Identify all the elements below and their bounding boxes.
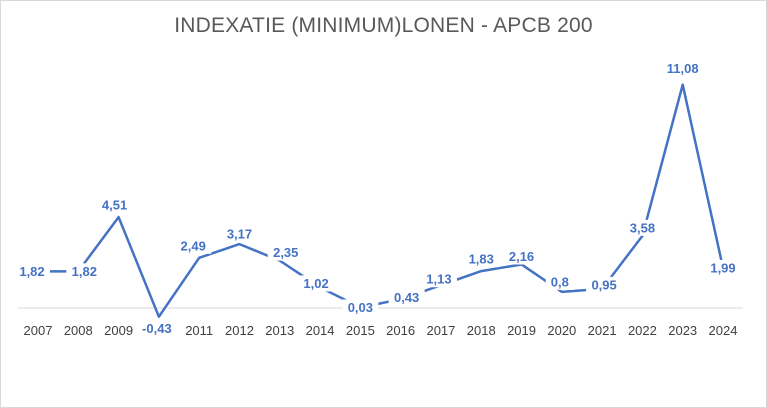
data-label: 11,08	[667, 61, 699, 76]
data-label: 3,58	[630, 220, 655, 235]
data-label: 0,03	[348, 300, 373, 315]
x-tick-label: 2019	[507, 323, 536, 338]
x-tick-label: 2014	[306, 323, 335, 338]
x-tick-label: 2018	[467, 323, 496, 338]
x-tick-label: 2024	[709, 323, 738, 338]
data-label: 0,95	[591, 277, 616, 292]
data-label: 1,82	[19, 264, 44, 279]
data-label: -0,43	[142, 321, 172, 336]
data-label: 3,17	[227, 227, 252, 242]
x-tick-label: 2017	[426, 323, 455, 338]
x-tick-label: 2016	[386, 323, 415, 338]
x-tick-label: 2011	[185, 323, 213, 338]
data-label: 2,35	[273, 245, 298, 260]
data-label: 2,16	[509, 249, 534, 264]
data-label: 4,51	[102, 198, 127, 213]
data-label: 1,02	[303, 276, 328, 291]
data-label: 1,13	[426, 272, 451, 287]
data-label: 2,49	[181, 238, 206, 253]
data-label: 1,99	[710, 260, 735, 275]
x-tick-label: 2009	[104, 323, 133, 338]
x-tick-label: 2023	[668, 323, 697, 338]
x-tick-label: 2008	[64, 323, 93, 338]
x-tick-label: 2020	[547, 323, 576, 338]
data-label: 1,82	[72, 264, 97, 279]
x-tick-label: 2021	[588, 323, 617, 338]
x-tick-label: 2007	[24, 323, 53, 338]
x-tick-label: 2013	[265, 323, 294, 338]
data-label: 0,43	[394, 290, 419, 305]
data-label: 1,83	[469, 252, 494, 267]
x-tick-label: 2022	[628, 323, 657, 338]
data-label: 0,8	[551, 274, 569, 289]
x-tick-label: 2015	[346, 323, 375, 338]
x-tick-label: 2012	[225, 323, 254, 338]
